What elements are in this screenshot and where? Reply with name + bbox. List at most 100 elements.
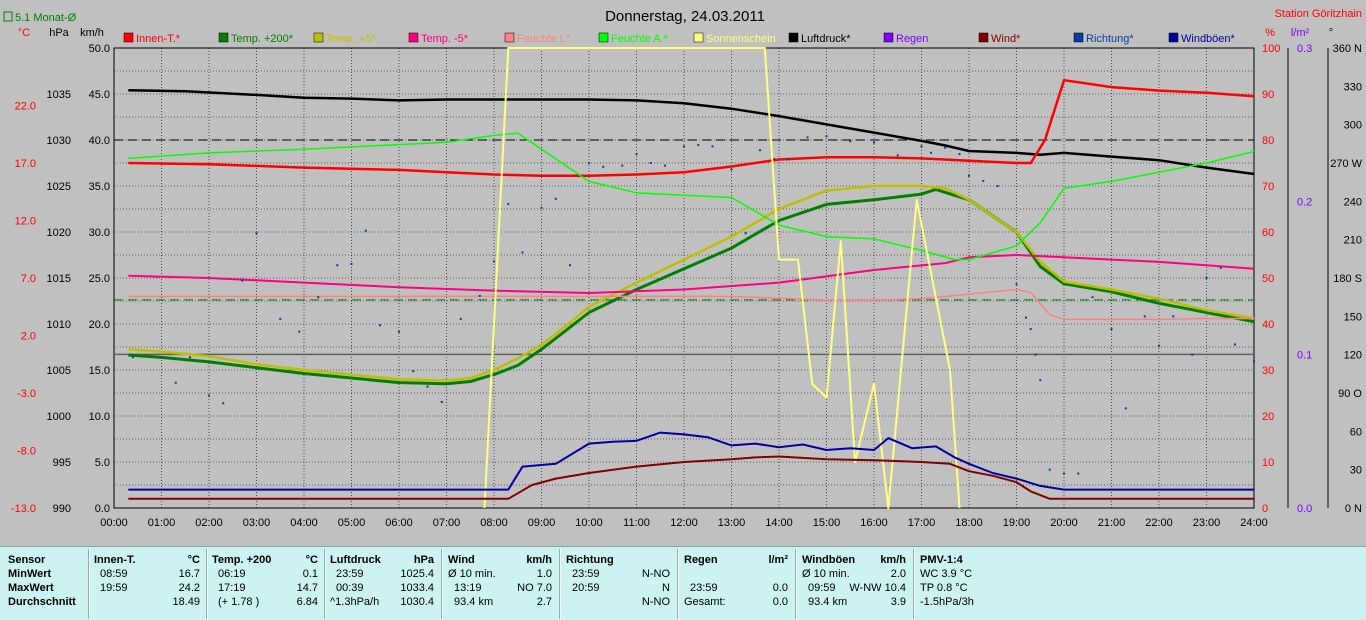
percent-tick-label: 80 <box>1262 135 1274 147</box>
stats-table: Sensor MinWert MaxWert Durchschnitt Inne… <box>0 546 1366 620</box>
series-line-feuchte_i <box>128 288 1254 321</box>
percent-axis-unit: % <box>1265 27 1275 39</box>
wind-tick-label: 45.0 <box>89 89 110 101</box>
direction-point <box>493 260 495 263</box>
stats-luftdruck-time: ^1.3hPa/h <box>330 596 380 608</box>
direction-point <box>1048 468 1051 471</box>
direction-point <box>1158 344 1160 347</box>
legend-label: Feuchte A.* <box>611 33 669 45</box>
temp-axis-unit: °C <box>18 27 30 39</box>
direction-point <box>1034 353 1037 356</box>
legend-swatch <box>313 32 324 43</box>
stats-regen-header: Regen <box>684 554 718 566</box>
direction-point <box>958 153 961 156</box>
pressure-tick-label: 1015 <box>47 273 71 285</box>
direction-tick-label: 360 N <box>1333 43 1362 55</box>
legend-swatch <box>408 32 419 43</box>
rain-tick-label: 0.0 <box>1297 503 1312 515</box>
direction-point <box>621 164 624 167</box>
x-tick-label: 24:00 <box>1240 517 1268 529</box>
stats-innen-value: 24.2 <box>178 582 200 594</box>
direction-point <box>189 356 191 359</box>
wind-tick-label: 10.0 <box>89 411 110 423</box>
x-tick-label: 17:00 <box>908 517 936 529</box>
percent-tick-label: 40 <box>1262 319 1274 331</box>
legend-item-regen: Regen <box>883 32 928 45</box>
x-tick-label: 00:00 <box>100 517 128 529</box>
x-tick-label: 02:00 <box>195 517 223 529</box>
pressure-tick-label: 995 <box>53 457 71 469</box>
stats-wind-time: 13:19 <box>454 582 482 594</box>
direction-tick-label: 150 <box>1344 311 1362 323</box>
legend-item-wind: Wind* <box>978 32 1021 45</box>
direction-point <box>996 185 999 187</box>
stats-luftdruck-time: 23:59 <box>336 568 364 580</box>
direction-point <box>1234 343 1236 346</box>
x-tick-label: 10:00 <box>575 517 603 529</box>
direction-point <box>459 317 462 320</box>
x-tick-label: 03:00 <box>243 517 271 529</box>
stats-temp200-unit: °C <box>305 554 318 566</box>
legend-swatch <box>218 32 229 43</box>
stats-pmv-value: -1.5hPa/3h <box>920 596 974 608</box>
direction-point <box>1091 296 1094 299</box>
direction-point <box>787 158 790 161</box>
stats-richtung-value: N-NO <box>641 568 670 580</box>
direction-point <box>730 168 733 171</box>
temp-tick-label: -8.0 <box>17 446 36 458</box>
direction-point <box>968 174 970 177</box>
stats-temp200-value: 0.1 <box>302 568 318 580</box>
station-name: Station Göritzhain <box>1275 8 1362 20</box>
stats-regen-time: 23:59 <box>690 582 718 594</box>
direction-point <box>982 179 985 182</box>
legend-label: Sonnenschein <box>706 33 776 45</box>
direction-point <box>507 202 510 205</box>
legend-label: Temp. -5* <box>421 33 469 45</box>
direction-point <box>554 197 557 200</box>
legend-swatch <box>598 32 609 43</box>
series-line-sonnenschein <box>483 47 961 509</box>
stats-wind-max-value: NO 7.0 <box>517 582 552 594</box>
stats-pmv-value: TP 0.8 °C <box>920 582 968 594</box>
direction-point <box>478 294 481 297</box>
stats-windboeen-col: Windböen km/h Ø 10 min. 2.0 09:59 W-NW 10.4… <box>802 553 906 617</box>
legend-item-sonnenschein: Sonnenschein <box>693 32 776 45</box>
direction-tick-label: 90 O <box>1338 388 1362 400</box>
direction-point <box>1205 277 1208 279</box>
direction-point <box>759 149 761 152</box>
wind-tick-label: 40.0 <box>89 135 110 147</box>
x-tick-label: 22:00 <box>1145 517 1173 529</box>
stats-luftdruck-value: 1030.4 <box>400 596 434 608</box>
legend-item-richtung: Richtung* <box>1073 32 1134 45</box>
direction-point <box>398 330 400 333</box>
direction-point <box>683 145 685 148</box>
direction-point <box>1077 472 1080 475</box>
wind-tick-label: 30.0 <box>89 227 110 239</box>
percent-tick-label: 90 <box>1262 89 1274 101</box>
stats-wind-distance: 93.4 km <box>454 596 494 608</box>
direction-point <box>896 154 899 157</box>
stats-wind-value: 1.0 <box>536 568 552 580</box>
stats-wind-unit: km/h <box>526 554 552 566</box>
direction-tick-label: 330 <box>1344 81 1362 93</box>
direction-point <box>1015 283 1018 286</box>
stats-wind-header: Wind <box>448 554 475 566</box>
series-line-feuchte_a <box>128 132 1255 261</box>
stats-innen-unit: °C <box>187 554 200 566</box>
direction-point <box>298 330 301 333</box>
legend-item-temp200: Temp. +200* <box>218 32 294 45</box>
direction-tick-label: 0 N <box>1345 503 1362 515</box>
wind-tick-label: 25.0 <box>89 273 110 285</box>
rain-tick-label: 0.2 <box>1297 196 1312 208</box>
stats-windboeen-max-value: W-NW 10.4 <box>849 582 906 594</box>
legend-swatch <box>788 32 799 43</box>
stats-richtung-time: 23:59 <box>572 568 600 580</box>
direction-point <box>569 264 571 267</box>
direction-point <box>1124 407 1127 410</box>
stats-richtung-header: Richtung <box>566 554 614 566</box>
legend-item-windboeen: Windböen* <box>1168 32 1236 45</box>
direction-point <box>602 165 605 168</box>
legend-label: Windböen* <box>1181 33 1236 45</box>
stats-richtung-time: 20:59 <box>572 582 600 594</box>
avg-indicator: 5.1 Monat-Ø <box>3 11 77 24</box>
